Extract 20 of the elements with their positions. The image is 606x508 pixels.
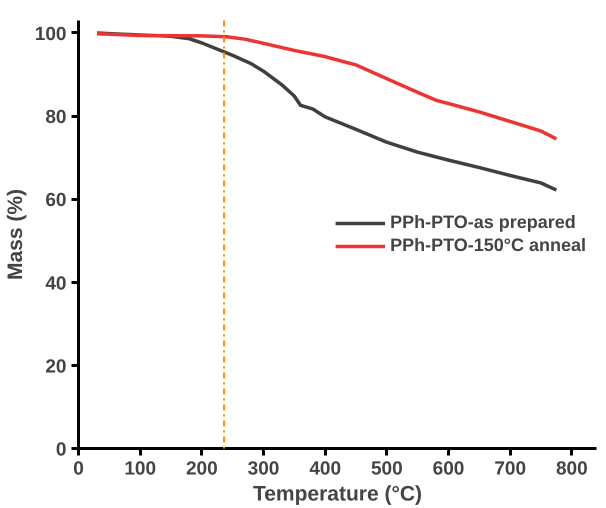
x-tick-label: 700 bbox=[494, 458, 526, 480]
x-tick-label: 800 bbox=[556, 458, 588, 480]
y-tick-label: 80 bbox=[45, 107, 67, 128]
y-tick-label: 0 bbox=[56, 440, 67, 460]
y-tick-label: 40 bbox=[45, 273, 67, 294]
x-tick-label: 0 bbox=[73, 458, 84, 480]
x-axis-title: Temperature (°C) bbox=[252, 482, 422, 506]
y-tick-label: 20 bbox=[45, 356, 67, 378]
x-tick-label: 600 bbox=[432, 458, 464, 480]
x-tick-label: 300 bbox=[248, 458, 280, 480]
legend-label: PPh-PTO-150°C anneal bbox=[390, 235, 586, 256]
x-tick-label: 200 bbox=[186, 458, 218, 480]
y-tick-label: 60 bbox=[45, 190, 67, 212]
x-tick-label: 100 bbox=[124, 458, 156, 480]
line-series bbox=[95, 32, 558, 141]
y-axis-title: Mass (%) bbox=[4, 188, 27, 280]
x-tick-label: 500 bbox=[370, 458, 403, 480]
x-tick-label: 400 bbox=[309, 458, 342, 480]
y-tick-label: 100 bbox=[34, 24, 66, 45]
legend-label: PPh-PTO-as prepared bbox=[390, 212, 576, 233]
